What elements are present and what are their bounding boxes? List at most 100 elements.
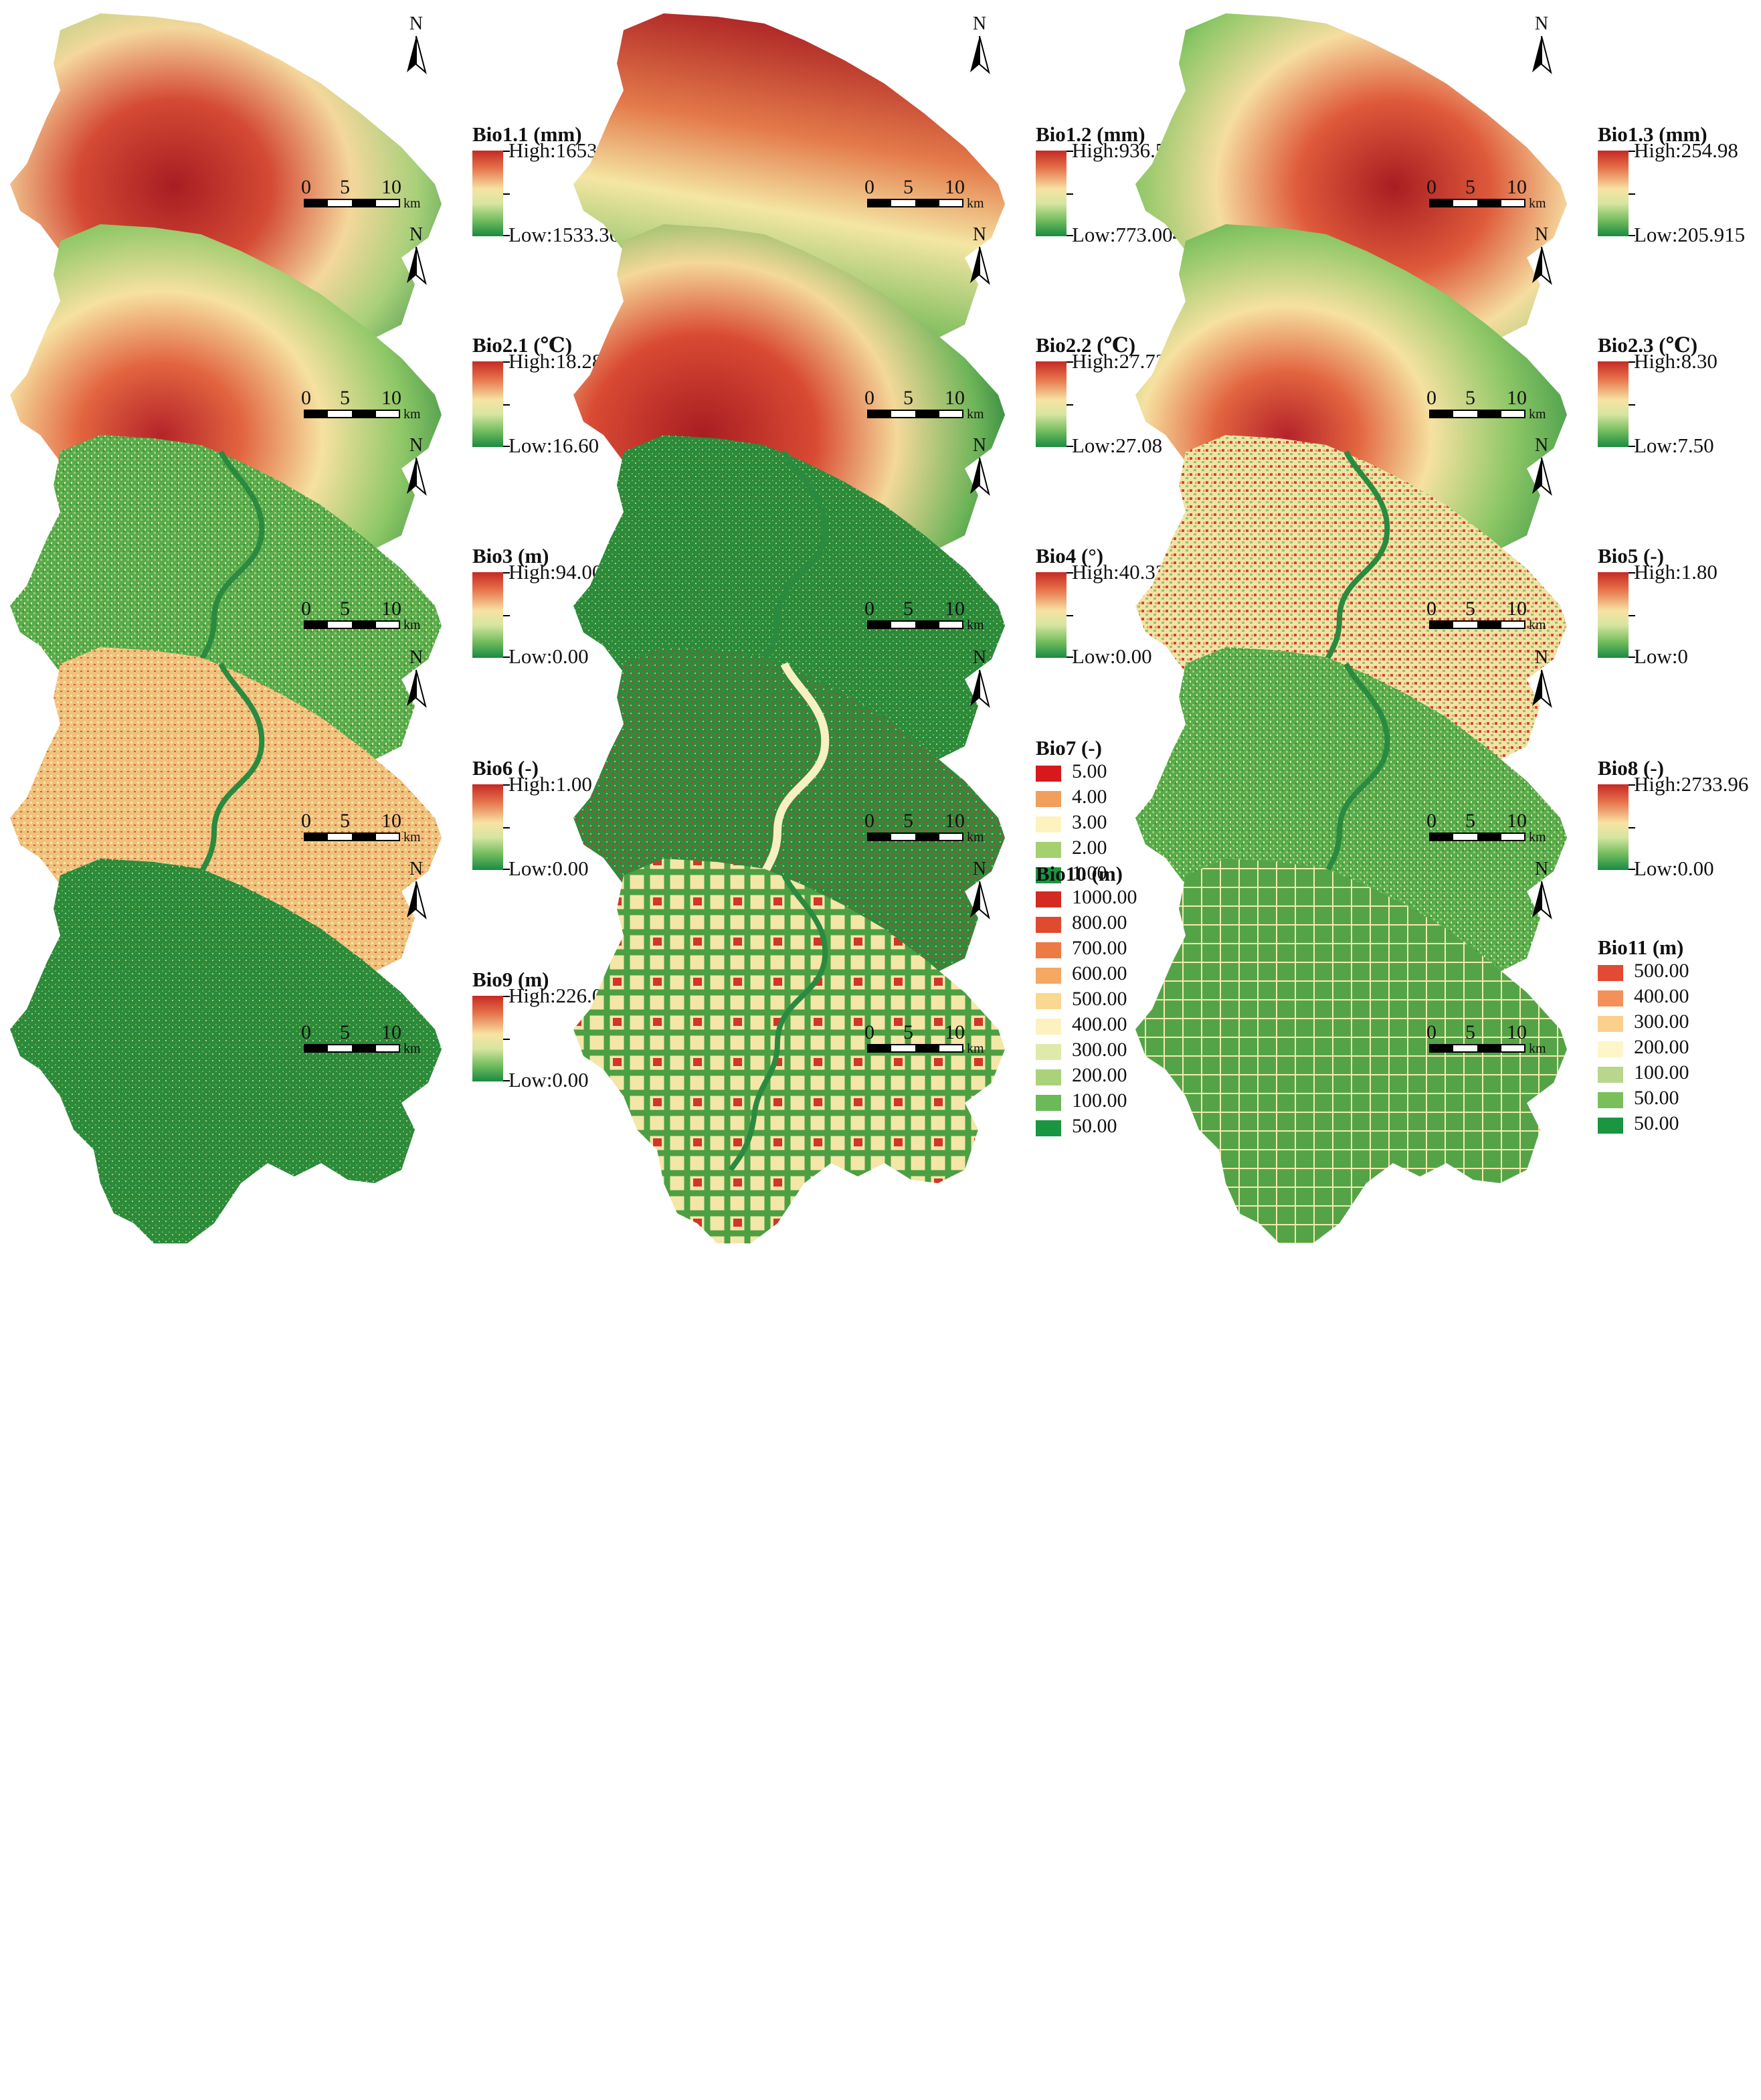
legend-low-label: Low:0.00 [508, 857, 589, 880]
north-arrow-icon [1532, 457, 1552, 496]
study-area-map [573, 859, 1005, 1243]
legend-class: 1.00 [1036, 862, 1107, 887]
color-ramp [472, 996, 503, 1081]
scale-tick-label: 5 [903, 387, 913, 409]
north-arrow: N [959, 13, 1000, 87]
legend-swatch [1036, 917, 1061, 933]
color-ramp [472, 151, 503, 236]
legend: Bio1.1 (mm) High:1653.44 Low:1533.36 [472, 122, 623, 246]
scale-unit: km [1529, 196, 1546, 211]
north-arrow: N [396, 859, 436, 932]
scale-bar: 0 5 10 km [301, 1021, 428, 1056]
scale-bar: 0 5 10 km [864, 176, 992, 211]
north-arrow-icon [407, 35, 427, 74]
map-panel: N 0 5 10 km Bio3 (m) High:94.00 Low:0.00 [0, 425, 636, 820]
legend-title: Bio11 (m) [1598, 936, 1684, 959]
legend-class-label: 2.00 [1072, 837, 1107, 859]
legend-tick [503, 1080, 510, 1081]
legend-title: Bio4 (°) [1036, 544, 1104, 567]
map-panel: N 0 5 10 km Bio4 (°) High:40.33 Low:0.00 [563, 425, 1199, 820]
legend-class-label: 700.00 [1072, 937, 1127, 959]
legend-tick [1629, 869, 1635, 870]
legend-swatch [1598, 1067, 1623, 1083]
north-arrow-icon [1532, 35, 1552, 74]
legend-swatch [1598, 1118, 1623, 1134]
scale-bar: 0 5 10 km [1426, 598, 1554, 632]
legend-class: 400.00 [1036, 1013, 1127, 1039]
legend-class-label: 600.00 [1072, 962, 1127, 984]
scale-bar-graphic [867, 620, 963, 629]
scale-tick-label: 10 [1507, 176, 1527, 198]
legend: Bio8 (-) High:2733.96 Low:0.00 [1598, 756, 1748, 880]
legend-tick [503, 446, 510, 447]
scale-bar-graphic [1429, 833, 1525, 841]
scale-bar-graphic [867, 1044, 963, 1053]
legend-high-label: High:254.98 [1634, 139, 1738, 162]
legend-swatch [1036, 1095, 1061, 1111]
legend-class-label: 200.00 [1072, 1064, 1127, 1086]
map-panel: N 0 5 10 km Bio2.3 (℃) High:8.30 Low:7.50 [1125, 214, 1761, 609]
scale-unit: km [1529, 618, 1546, 632]
color-ramp [472, 572, 503, 658]
scale-unit: km [967, 618, 984, 632]
scale-bar-graphic [867, 833, 963, 841]
north-label: N [972, 647, 987, 668]
scale-tick-label: 0 [1426, 387, 1436, 409]
legend-tick [1629, 784, 1635, 786]
scale-bar: 0 5 10 km [864, 387, 992, 422]
scale-tick-label: 0 [301, 387, 311, 409]
legend-tick [1067, 361, 1073, 363]
legend-title: Bio8 (-) [1598, 756, 1665, 780]
north-arrow: N [1521, 435, 1562, 509]
scale-bar: 0 5 10 km [864, 810, 992, 845]
scale-bar: 0 5 10 km [301, 810, 428, 845]
map-panel: N 0 5 10 km Bio1.3 (mm) High:254.98 Low:205.915 [1125, 3, 1761, 398]
scale-tick-label: 5 [1465, 1021, 1475, 1043]
legend-tick [1067, 446, 1073, 447]
legend-low-label: Low:27.08 [1072, 434, 1163, 457]
north-arrow: N [396, 13, 436, 87]
legend-swatch [1598, 1016, 1623, 1032]
legend-title: Bio1.2 (mm) [1036, 122, 1145, 146]
legend-gradient-block: High:40.33 Low:0.00 [1036, 560, 1166, 668]
legend-swatch [1598, 1041, 1623, 1057]
scale-tick-label: 0 [864, 176, 874, 198]
color-ramp [472, 361, 503, 447]
scale-tick-label: 10 [945, 1021, 965, 1043]
scale-tick-label: 0 [301, 810, 311, 832]
legend-low-label: Low:1533.36 [508, 223, 620, 246]
scale-bar-graphic [1429, 199, 1525, 207]
scale-bar-graphic [1429, 1044, 1525, 1053]
legend: Bio10 (m) 1000.00 800.00 700.00 600.00 500.00… [1036, 862, 1137, 1140]
color-ramp [1598, 572, 1629, 658]
legend-tick [1629, 235, 1635, 236]
legend-gradient-block: High:8.30 Low:7.50 [1598, 349, 1718, 457]
legend-class-label: 200.00 [1634, 1036, 1689, 1058]
north-arrow-icon [970, 457, 990, 496]
legend-tick [1067, 572, 1073, 574]
legend-tick [1629, 572, 1635, 574]
legend-title: Bio1.1 (mm) [472, 122, 582, 146]
north-arrow: N [1521, 647, 1562, 721]
scale-tick-label: 5 [1465, 810, 1475, 832]
legend-high-label: High:94.00 [508, 560, 603, 584]
scale-unit: km [403, 618, 421, 632]
scale-bar: 0 5 10 km [864, 598, 992, 632]
legend-title: Bio10 (m) [1036, 862, 1123, 885]
north-arrow-icon [970, 881, 990, 920]
legend-swatch [1598, 1092, 1623, 1108]
legend-class-label: 50.00 [1634, 1112, 1679, 1134]
scale-bar-graphic [867, 199, 963, 207]
scale-bar-graphic [304, 833, 400, 841]
legend-swatch [1036, 993, 1061, 1009]
legend-tick [503, 615, 510, 616]
legend-tick [1629, 657, 1635, 658]
scale-unit: km [1529, 407, 1546, 422]
north-label: N [1534, 435, 1549, 456]
north-arrow-icon [1532, 669, 1552, 708]
north-arrow-icon [407, 669, 427, 708]
scale-unit: km [403, 196, 421, 211]
north-arrow-icon [1532, 881, 1552, 920]
legend-tick [1629, 361, 1635, 363]
legend-class: 50.00 [1598, 1112, 1683, 1138]
